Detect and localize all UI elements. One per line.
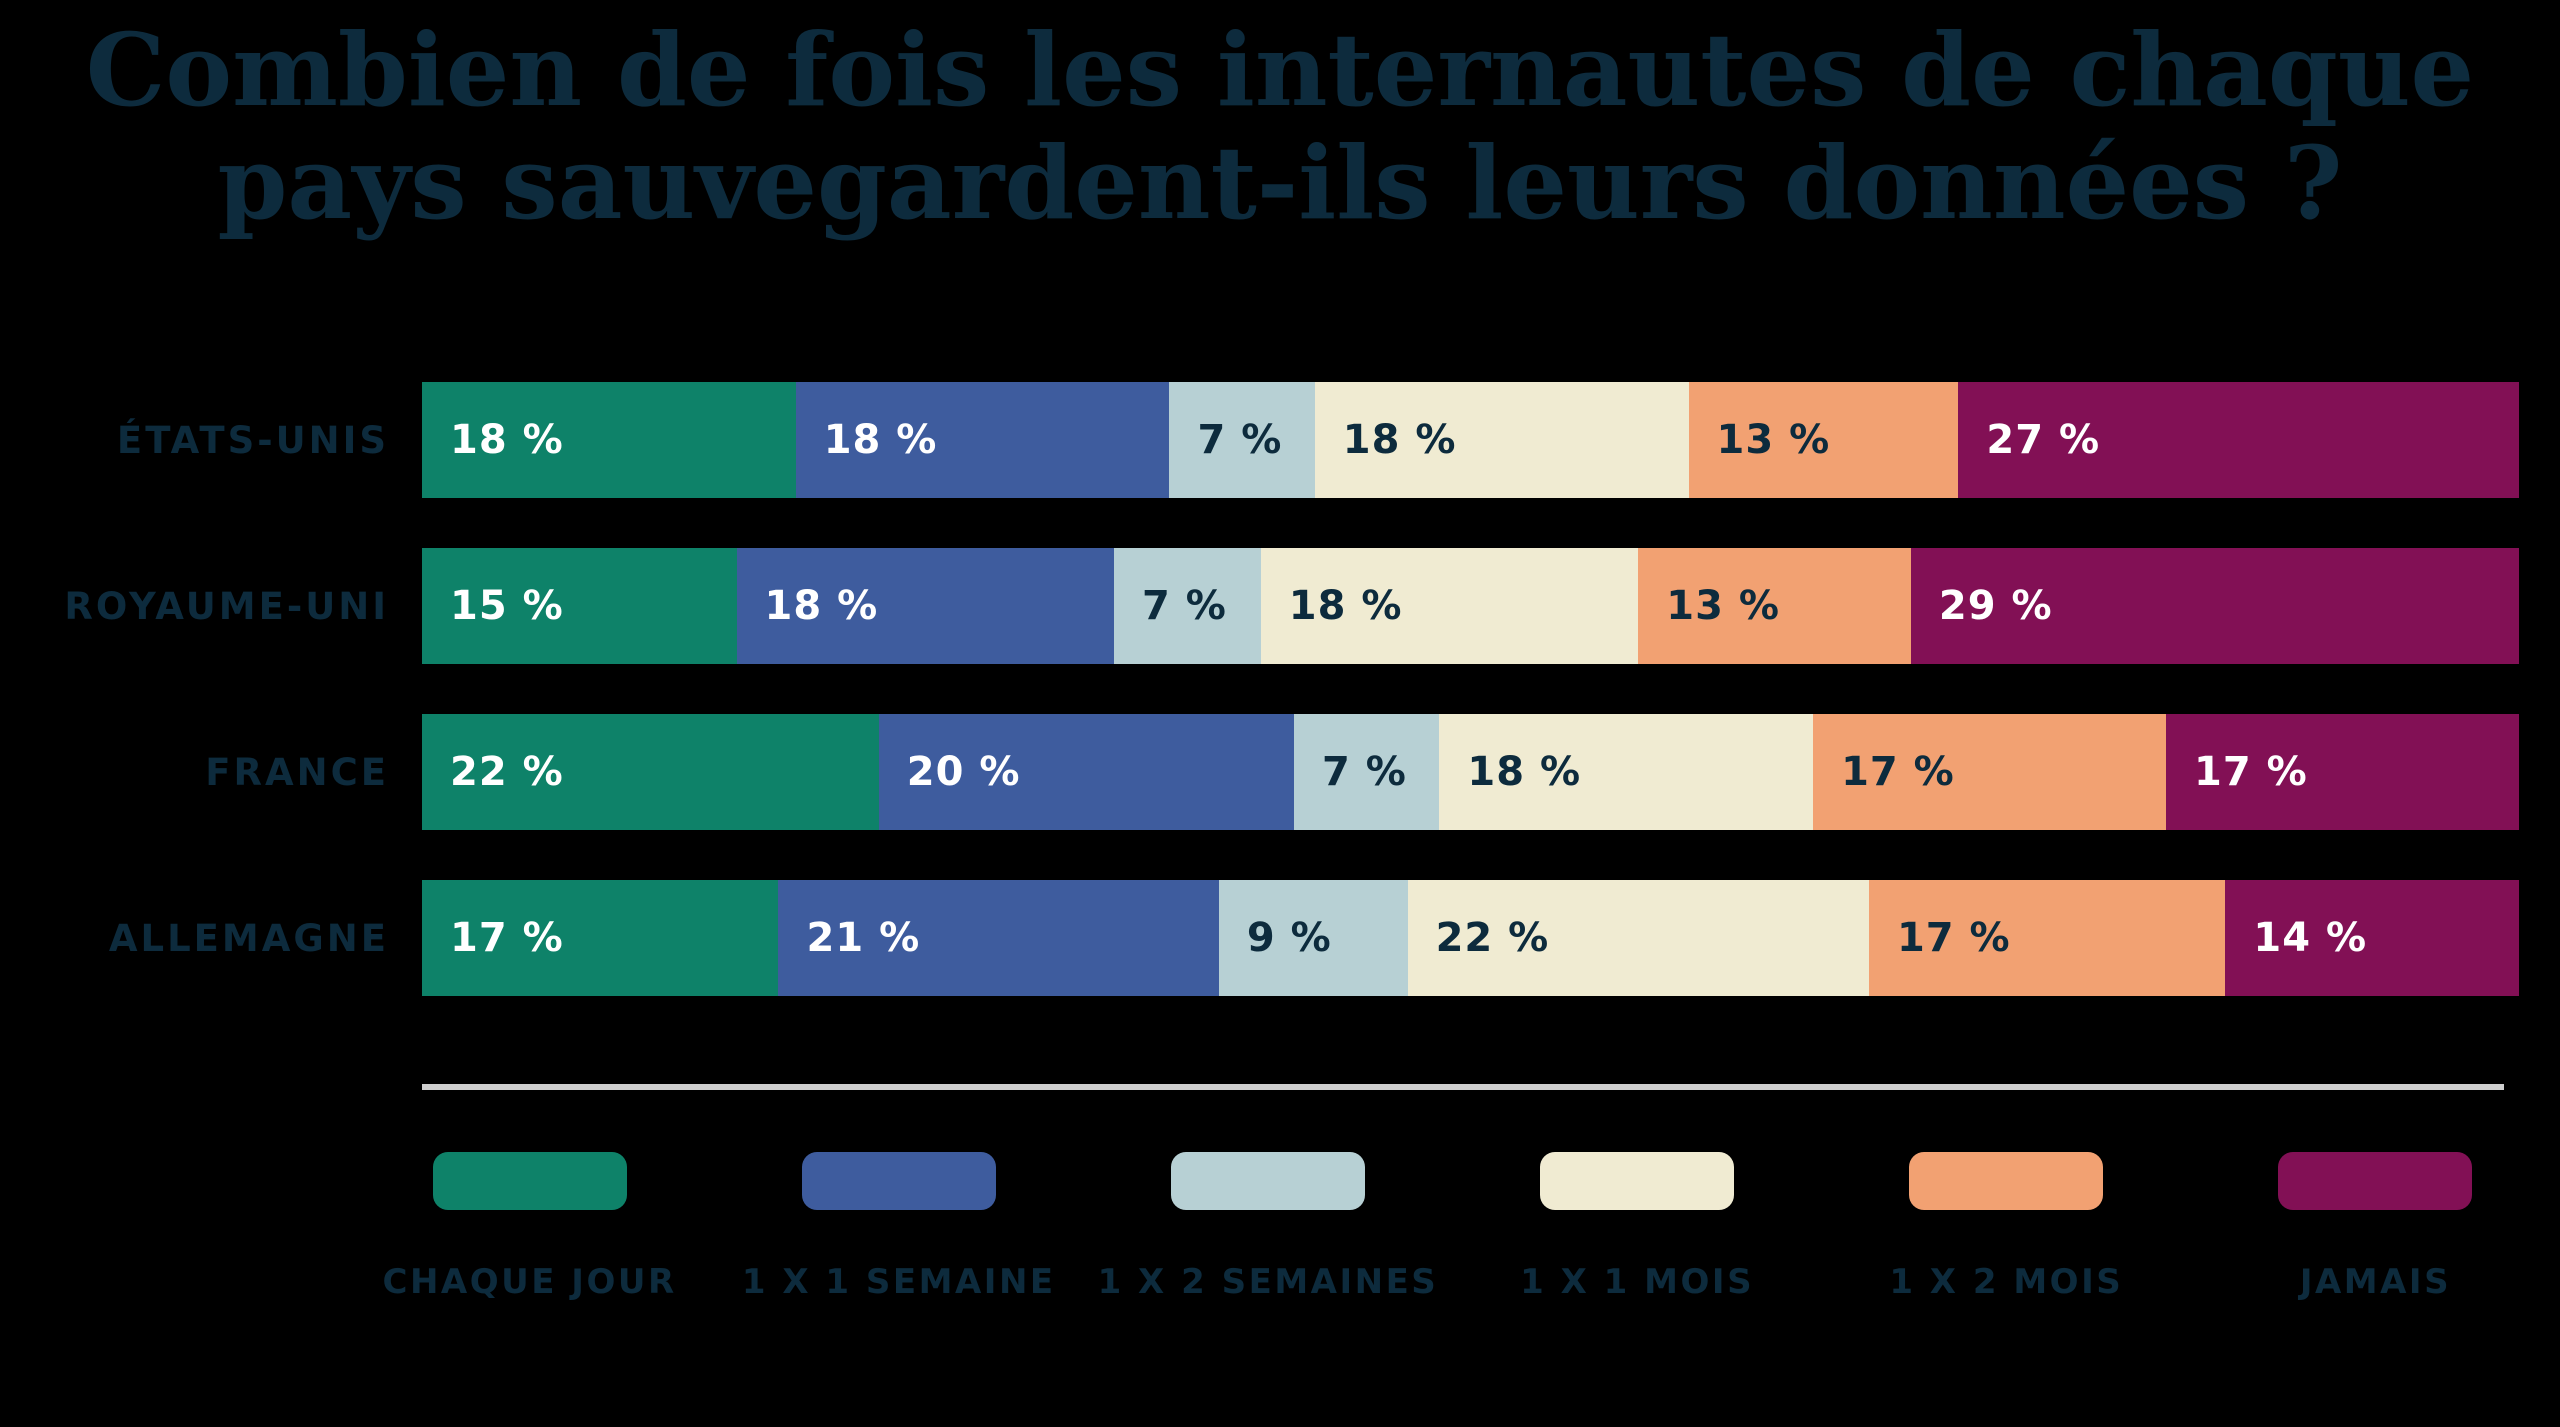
segment-value: 29 % [1938, 583, 2053, 629]
bar-segment: 17 % [1813, 714, 2167, 830]
segment-value: 22 % [1435, 915, 1550, 961]
bar-segment: 7 % [1169, 382, 1315, 498]
legend-swatch [801, 1152, 996, 1210]
bar-segment: 18 % [1314, 382, 1689, 498]
legend-swatch [1909, 1152, 2104, 1210]
legend-label: 1 X 2 MOIS [1889, 1262, 2124, 1302]
country-label: ROYAUME-UNI [64, 584, 389, 628]
bar-segment: 18 % [1439, 714, 1814, 830]
stacked-bar-chart: ÉTATS-UNIS 18 % 18 % 7 % 18 % 13 % 27 % ROYAUME… [0, 382, 2560, 996]
legend-label: JAMAIS [2299, 1262, 2452, 1302]
bar-segment: 18 % [736, 548, 1114, 664]
segment-value: 18 % [1342, 417, 1457, 463]
segment-value: 18 % [764, 583, 879, 629]
segment-value: 9 % [1246, 915, 1332, 961]
stacked-bar: 17 % 21 % 9 % 22 % 17 % 14 % [422, 880, 2519, 996]
segment-value: 22 % [450, 749, 564, 795]
segment-value: 15 % [450, 583, 564, 629]
bar-segment: 13 % [1638, 548, 1911, 664]
country-label: ÉTATS-UNIS [116, 418, 389, 462]
segment-value: 18 % [1467, 749, 1582, 795]
bar-segment: 7 % [1294, 714, 1440, 830]
table-row: FRANCE 22 % 20 % 7 % 18 % 17 % 17 % [0, 714, 2560, 830]
segment-value: 18 % [1288, 583, 1403, 629]
legend-label: 1 X 1 MOIS [1520, 1262, 1755, 1302]
country-label: FRANCE [205, 750, 389, 794]
bar-segment: 29 % [1910, 548, 2519, 664]
bar-segment: 9 % [1218, 880, 1408, 996]
bar-segment: 14 % [2225, 880, 2519, 996]
segment-value: 21 % [806, 915, 921, 961]
infographic: Combien de fois les internautes de chaqu… [0, 14, 2560, 1302]
legend-divider [422, 1084, 2504, 1090]
bar-segment: 18 % [1260, 548, 1639, 664]
segment-value: 18 % [823, 417, 938, 463]
segment-value: 18 % [450, 417, 564, 463]
chart-title: Combien de fois les internautes de chaqu… [0, 14, 2560, 240]
table-row: ALLEMAGNE 17 % 21 % 9 % 22 % 17 % 14 % [0, 880, 2560, 996]
legend-label: 1 X 2 SEMAINES [1097, 1262, 1439, 1302]
segment-value: 20 % [906, 749, 1021, 795]
bar-segment: 15 % [422, 548, 737, 664]
title-line-2: pays sauvegardent-ils leurs données ? [217, 124, 2343, 242]
title-line-1: Combien de fois les internautes de chaqu… [85, 11, 2475, 129]
legend-swatch [1540, 1152, 1735, 1210]
bar-segment: 22 % [1407, 880, 1869, 996]
legend-item: 1 X 1 MOIS [1453, 1152, 1822, 1302]
legend-swatch [2278, 1152, 2473, 1210]
bar-segment: 13 % [1688, 382, 1959, 498]
segment-value: 13 % [1666, 583, 1780, 629]
bar-segment: 17 % [1868, 880, 2226, 996]
legend-item: 1 X 2 MOIS [1822, 1152, 2191, 1302]
bar-segment: 21 % [778, 880, 1219, 996]
segment-value: 7 % [1322, 749, 1407, 795]
legend-label: CHAQUE JOUR [382, 1262, 677, 1302]
segment-value: 17 % [1841, 749, 1955, 795]
segment-value: 7 % [1197, 417, 1283, 463]
chart-legend: CHAQUE JOUR 1 X 1 SEMAINE 1 X 2 SEMAINES 1 … [345, 1152, 2560, 1302]
legend-item: CHAQUE JOUR [345, 1152, 714, 1302]
stacked-bar: 18 % 18 % 7 % 18 % 13 % 27 % [422, 382, 2519, 498]
table-row: ÉTATS-UNIS 18 % 18 % 7 % 18 % 13 % 27 % [0, 382, 2560, 498]
bar-segment: 18 % [795, 382, 1170, 498]
legend-label: 1 X 1 SEMAINE [741, 1262, 1056, 1302]
legend-item: 1 X 1 SEMAINE [714, 1152, 1083, 1302]
bar-segment: 27 % [1958, 382, 2519, 498]
segment-value: 13 % [1716, 417, 1831, 463]
stacked-bar: 22 % 20 % 7 % 18 % 17 % 17 % [422, 714, 2519, 830]
segment-value: 14 % [2253, 915, 2368, 961]
bar-segment: 7 % [1114, 548, 1261, 664]
bar-segment: 20 % [878, 714, 1295, 830]
bar-segment: 18 % [422, 382, 796, 498]
legend-item: 1 X 2 SEMAINES [1083, 1152, 1452, 1302]
country-label: ALLEMAGNE [108, 916, 389, 960]
table-row: ROYAUME-UNI 15 % 18 % 7 % 18 % 13 % 29 % [0, 548, 2560, 664]
legend-swatch [432, 1152, 627, 1210]
segment-value: 17 % [1896, 915, 2011, 961]
segment-value: 7 % [1142, 583, 1227, 629]
legend-swatch [1170, 1152, 1365, 1210]
legend-item: JAMAIS [2191, 1152, 2560, 1302]
bar-segment: 17 % [422, 880, 779, 996]
stacked-bar: 15 % 18 % 7 % 18 % 13 % 29 % [422, 548, 2519, 664]
segment-value: 27 % [1986, 417, 2101, 463]
bar-segment: 17 % [2166, 714, 2519, 830]
segment-value: 17 % [450, 915, 564, 961]
bar-segment: 22 % [422, 714, 879, 830]
segment-value: 17 % [2194, 749, 2308, 795]
